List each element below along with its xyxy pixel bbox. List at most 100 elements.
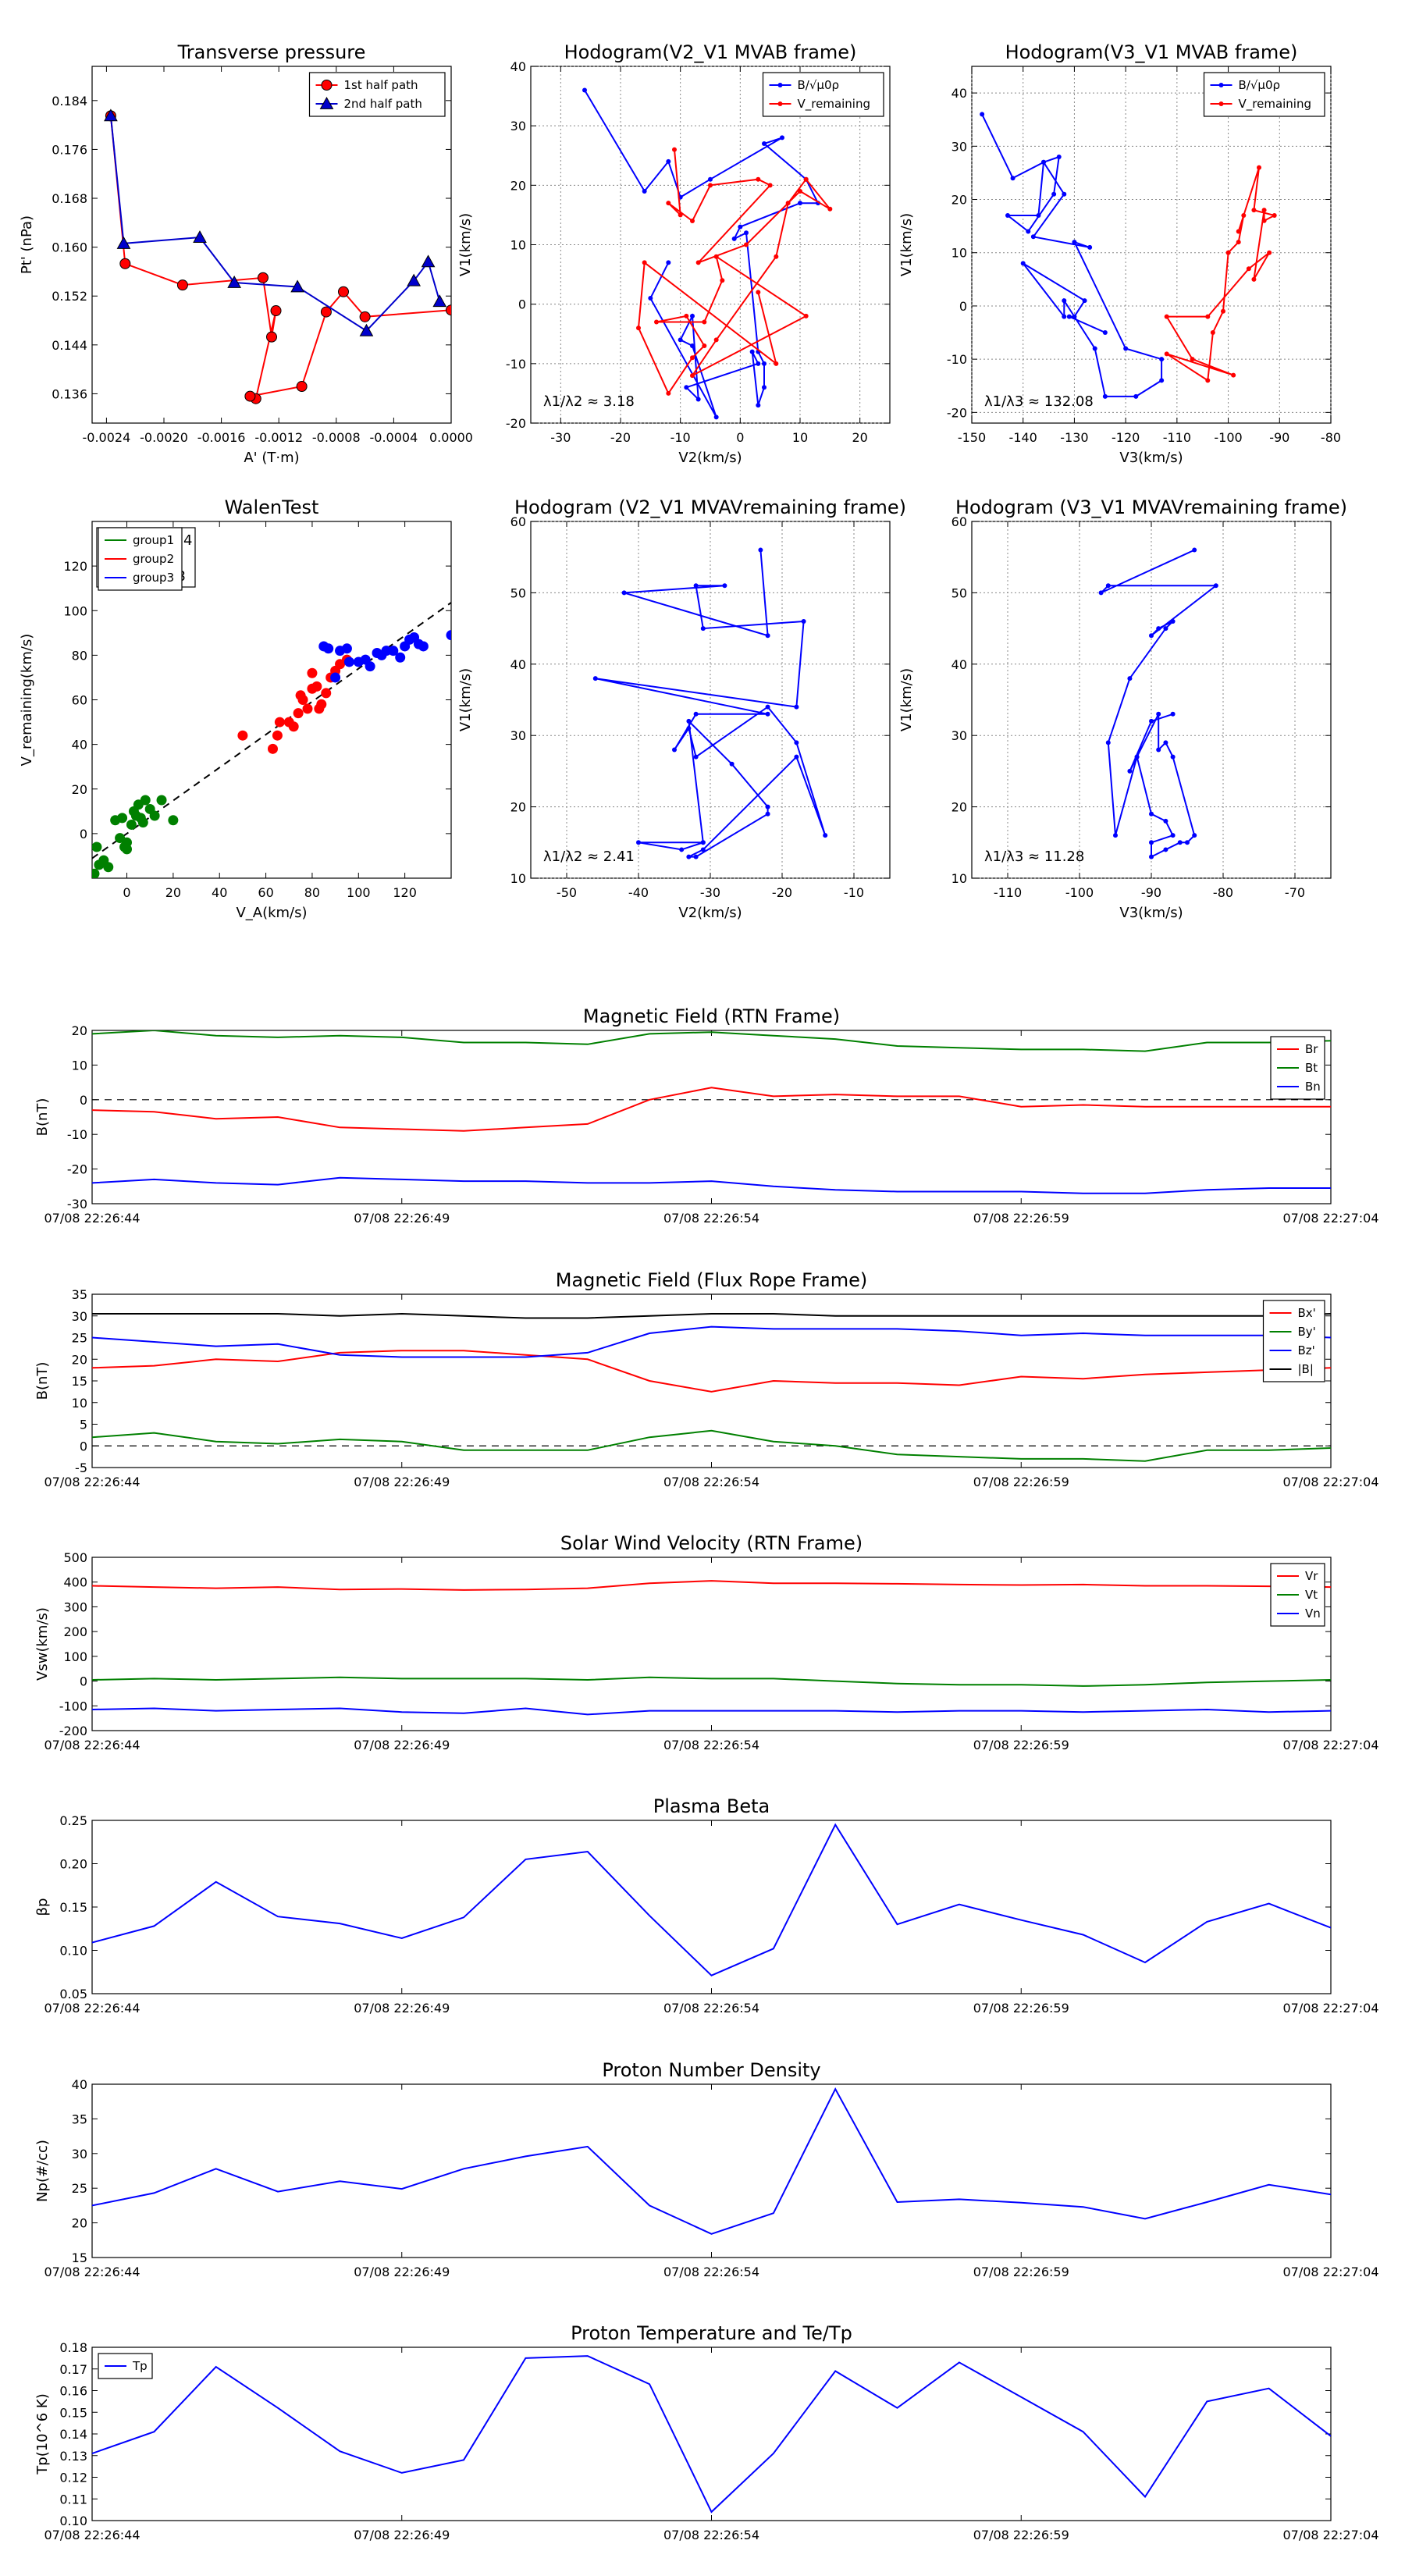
data-point (1231, 372, 1236, 378)
y-tick-label: 40 (510, 657, 526, 672)
data-point (288, 721, 299, 732)
y-tick-label: 10 (951, 871, 967, 886)
data-point (1036, 212, 1041, 218)
data-point (642, 260, 647, 265)
y-tick-label: 20 (510, 800, 526, 815)
data-point (103, 862, 114, 873)
y-axis-label: Vsw(km/s) (34, 1607, 51, 1681)
chart-9: Plasma Beta 0.05 0.10 0.15 0.20 0.25 07/08 22:… (34, 1795, 1379, 2016)
y-tick-label: 30 (510, 728, 526, 743)
data-point (418, 641, 429, 652)
data-point (1213, 583, 1218, 589)
y-axis-label: V_remaining(km/s) (19, 634, 35, 767)
data-point (1123, 346, 1129, 351)
y-tick-label: 0 (80, 1093, 87, 1108)
y-axis-label: B(nT) (34, 1362, 51, 1400)
data-point (980, 112, 985, 117)
data-point (720, 278, 725, 283)
legend-label: |B| (1298, 1362, 1314, 1376)
data-point (666, 390, 671, 396)
legend: Tp (98, 2353, 153, 2379)
data-point (690, 313, 695, 318)
y-axis-label: V1(km/s) (457, 668, 474, 731)
data-point (1170, 833, 1176, 838)
plot-area (91, 2083, 1332, 2258)
legend-label: 1st half path (344, 78, 418, 92)
series-line-Br (92, 1087, 1331, 1132)
x-tick-label: -0.0024 (83, 430, 131, 445)
x-tick-label: 07/08 22:26:54 (663, 2528, 759, 2542)
y-tick-label: 100 (63, 603, 87, 618)
legend: B/√μ0ρ V_remaining (1203, 72, 1325, 117)
y-tick-label: 0.18 (59, 2340, 87, 2355)
x-tick-label: -120 (1112, 430, 1140, 445)
y-tick-label: -20 (506, 416, 526, 431)
data-point (290, 279, 304, 293)
data-point (702, 319, 707, 325)
y-tick-label: 30 (510, 119, 526, 133)
data-point (621, 590, 627, 596)
plot-area (971, 66, 1332, 424)
y-tick-label: 15 (72, 1374, 87, 1389)
data-point (801, 618, 806, 624)
y-tick-label: -10 (67, 1127, 87, 1142)
data-point (1102, 330, 1108, 336)
y-tick-label: 300 (63, 1599, 87, 1614)
x-tick-label: 07/08 22:26:54 (663, 1211, 759, 1226)
plot-content (92, 2087, 1331, 2235)
data-point (1236, 240, 1241, 245)
y-tick-label: 0.160 (52, 240, 87, 255)
data-point (592, 676, 598, 681)
x-tick-label: 07/08 22:27:04 (1282, 2001, 1378, 2016)
data-point (126, 819, 137, 830)
data-point (302, 703, 313, 714)
y-tick-label: 0 (959, 299, 967, 314)
chart-2: Hodogram(V3_V1 MVAB frame)-20-1001020304… (898, 41, 1341, 466)
data-point (803, 176, 809, 182)
y-tick-label: 0.15 (59, 2405, 87, 2420)
series-line-Bn (92, 1176, 1331, 1194)
data-point (1164, 351, 1169, 357)
y-tick-label: 80 (72, 648, 87, 663)
data-point (122, 844, 133, 855)
data-point (1134, 754, 1140, 760)
data-point (1062, 298, 1067, 304)
plot-content (1098, 547, 1218, 859)
y-tick-label: 20 (72, 2216, 87, 2231)
series-line-Vr (92, 1580, 1331, 1591)
x-tick-label: -40 (628, 885, 649, 900)
chart-0: Transverse pressure 0.136 0.144 0.152 0.160 0… (19, 41, 473, 466)
legend: Br Bt Bn (1270, 1036, 1325, 1100)
data-point (642, 188, 647, 194)
x-axis-label: V2(km/s) (678, 905, 742, 921)
y-tick-label: 0.10 (59, 2514, 87, 2528)
x-tick-label: 80 (304, 885, 320, 900)
data-point (267, 743, 278, 754)
data-point (1205, 378, 1211, 383)
data-point (690, 219, 695, 224)
x-tick-label: 07/08 22:26:59 (973, 2001, 1069, 2016)
data-point (1170, 618, 1176, 624)
x-tick-label: 60 (258, 885, 273, 900)
data-point (731, 236, 737, 241)
x-axis-label: V3(km/s) (1119, 450, 1183, 466)
x-tick-label: -80 (1213, 885, 1233, 900)
data-point (758, 547, 763, 553)
x-axis-label: V_A(km/s) (236, 905, 307, 921)
x-tick-label: -110 (994, 885, 1022, 900)
data-point (702, 343, 707, 348)
data-point (1072, 314, 1077, 319)
y-tick-label: 5 (80, 1418, 87, 1432)
x-tick-label: 07/08 22:27:04 (1282, 2528, 1378, 2542)
y-tick-label: 10 (72, 1058, 87, 1073)
data-point (679, 847, 685, 852)
data-point (1127, 768, 1133, 774)
y-tick-label: -10 (947, 352, 967, 367)
data-point (266, 331, 277, 343)
data-point (700, 840, 706, 845)
legend: 1st half path 2nd half path (308, 72, 446, 117)
x-tick-label: -0.0016 (197, 430, 246, 445)
data-point (708, 183, 713, 188)
x-tick-label: 07/08 22:26:44 (44, 1211, 140, 1226)
data-point (1177, 840, 1183, 845)
